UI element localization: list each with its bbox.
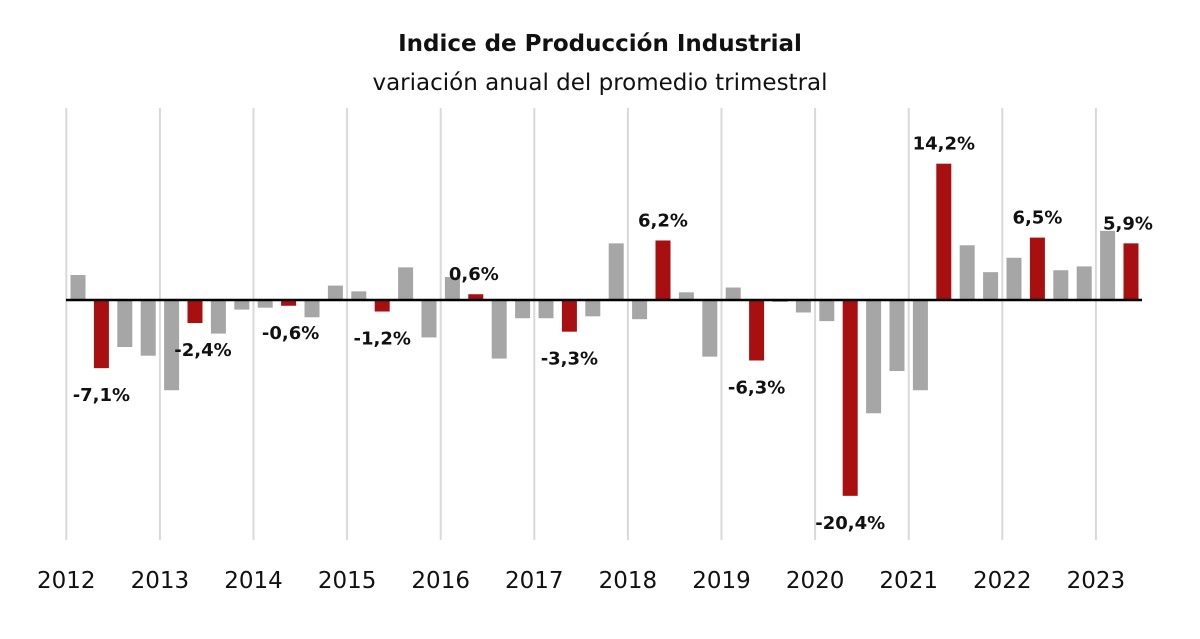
x-tick-label: 2012 — [37, 568, 96, 594]
data-label: -20,4% — [815, 513, 885, 534]
x-tick-label: 2017 — [505, 568, 564, 594]
bar — [702, 300, 718, 357]
data-label: -2,4% — [174, 340, 231, 361]
bar — [327, 285, 343, 300]
bar — [538, 300, 554, 319]
bar — [678, 292, 694, 300]
bar — [234, 300, 250, 310]
x-tick-label: 2013 — [131, 568, 190, 594]
x-tick-label: 2016 — [411, 568, 470, 594]
gridlines — [65, 108, 1097, 540]
bar-highlight — [93, 300, 109, 369]
bar-highlight — [468, 294, 484, 300]
bar — [1006, 257, 1022, 300]
bar — [866, 300, 882, 414]
bar — [608, 243, 624, 300]
bar — [725, 287, 741, 300]
bar — [819, 300, 835, 322]
bar — [70, 275, 86, 300]
data-label: -0,6% — [262, 323, 319, 344]
bar-highlight — [187, 300, 203, 324]
bar — [398, 267, 414, 300]
data-label: -1,2% — [353, 329, 410, 350]
data-label: -3,3% — [541, 349, 598, 370]
bar — [140, 300, 156, 356]
data-label: 6,2% — [638, 210, 688, 231]
bar — [585, 300, 601, 317]
bar — [889, 300, 905, 372]
bar — [912, 300, 928, 391]
bar — [983, 272, 999, 300]
bar-highlight — [655, 240, 671, 300]
chart-subtitle: variación anual del promedio trimestral — [372, 70, 828, 96]
bar-highlight — [749, 300, 765, 361]
x-tick-label: 2014 — [224, 568, 283, 594]
bar — [1076, 266, 1092, 300]
x-tick-label: 2023 — [1067, 568, 1126, 594]
x-axis-ticks: 2012 2013 2014 2015 2016 2017 2018 2019 2020 2021… — [37, 568, 1125, 594]
x-tick-label: 2019 — [692, 568, 751, 594]
bar-highlight — [1123, 243, 1139, 300]
bar — [515, 300, 531, 319]
bar — [421, 300, 437, 338]
bar — [257, 300, 273, 308]
bars — [70, 163, 1139, 496]
bar-highlight — [374, 300, 390, 312]
bar — [117, 300, 133, 348]
bar-highlight — [561, 300, 577, 332]
bar — [1100, 230, 1116, 300]
data-label: -6,3% — [728, 377, 785, 398]
data-label: -7,1% — [73, 385, 130, 406]
x-tick-label: 2022 — [973, 568, 1032, 594]
bar-highlight — [842, 300, 858, 496]
data-label: 6,5% — [1012, 208, 1062, 229]
bar-highlight — [1029, 237, 1045, 300]
x-tick-label: 2018 — [599, 568, 658, 594]
bar — [210, 300, 226, 334]
bar — [351, 291, 367, 300]
data-label: 14,2% — [913, 134, 975, 155]
x-tick-label: 2015 — [318, 568, 377, 594]
bar — [632, 300, 648, 320]
data-labels: -7,1% -2,4% -0,6% -1,2% 0,6% -3,3% 6,2% -6,3% -2… — [73, 134, 1153, 534]
x-tick-label: 2020 — [786, 568, 845, 594]
x-tick-label: 2021 — [879, 568, 938, 594]
data-label: 0,6% — [449, 264, 499, 285]
data-label: 5,9% — [1103, 213, 1153, 234]
bar — [491, 300, 507, 359]
bar-highlight — [281, 300, 297, 306]
bar-highlight — [936, 163, 952, 300]
bar — [1053, 270, 1069, 300]
bar — [795, 300, 811, 313]
bar — [304, 300, 320, 318]
chart-title: Indice de Producción Industrial — [398, 31, 802, 57]
bar — [164, 300, 180, 391]
bar — [444, 276, 460, 300]
bar — [959, 245, 975, 300]
